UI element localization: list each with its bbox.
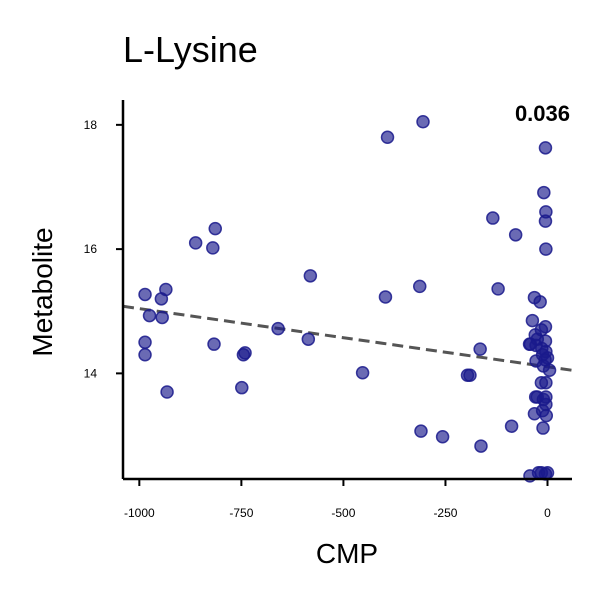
- data-point: [138, 347, 152, 362]
- data-point: [416, 114, 430, 129]
- data-point: [508, 228, 523, 242]
- data-point: [235, 380, 249, 395]
- data-point: [539, 375, 553, 390]
- data-point: [208, 221, 222, 236]
- axes-layer: [121, 100, 572, 481]
- data-point: [271, 321, 285, 336]
- data-point: [303, 269, 318, 283]
- data-point: [538, 320, 553, 334]
- data-point: [301, 332, 316, 346]
- data-point: [412, 279, 427, 294]
- data-point: [142, 308, 157, 323]
- data-point: [542, 363, 557, 378]
- x-axis-label: CMP: [316, 538, 378, 569]
- y-tick-label: 16: [84, 242, 98, 256]
- data-point: [206, 241, 220, 255]
- data-point: [491, 282, 505, 296]
- y-axis-label: Metabolite: [27, 227, 58, 356]
- data-point: [160, 385, 174, 399]
- data-point: [159, 282, 173, 297]
- data-point: [538, 214, 553, 228]
- data-point: [540, 466, 555, 480]
- data-point: [138, 335, 152, 350]
- data-point: [138, 287, 152, 302]
- data-point: [539, 397, 553, 412]
- ticks-layer: -1000 -750 -500 -250 0 14 16 18: [84, 118, 552, 520]
- points-layer: [138, 114, 557, 483]
- data-point: [539, 408, 554, 423]
- data-point: [486, 211, 500, 225]
- data-point: [533, 295, 547, 309]
- x-tick-label: -750: [229, 506, 253, 520]
- y-tick-label: 14: [84, 366, 98, 380]
- data-point: [463, 368, 477, 382]
- data-point: [474, 439, 488, 453]
- data-point: [414, 424, 428, 438]
- data-point: [504, 419, 519, 433]
- x-tick-label: -250: [433, 506, 457, 520]
- x-tick-label: -500: [331, 506, 355, 520]
- data-point: [525, 313, 540, 328]
- data-point: [473, 342, 487, 356]
- correlation-annotation: 0.036: [515, 101, 570, 126]
- trend-line: [122, 304, 573, 372]
- data-point: [538, 141, 553, 155]
- data-point: [539, 242, 553, 256]
- data-point: [207, 337, 221, 351]
- data-point: [536, 421, 550, 435]
- data-point: [529, 354, 543, 368]
- data-point: [435, 430, 450, 444]
- data-point: [155, 310, 169, 325]
- data-point: [540, 351, 555, 365]
- x-tick-label: 0: [544, 506, 551, 520]
- data-point: [380, 130, 395, 145]
- y-tick-label: 18: [84, 118, 98, 132]
- chart-title: L-Lysine: [123, 29, 258, 70]
- data-point: [537, 185, 551, 200]
- data-point: [378, 290, 393, 304]
- data-point: [530, 332, 545, 346]
- trend-layer: [122, 304, 573, 372]
- data-point: [355, 366, 370, 380]
- data-point: [238, 346, 252, 360]
- x-tick-label: -1000: [124, 506, 155, 520]
- data-point: [188, 236, 203, 250]
